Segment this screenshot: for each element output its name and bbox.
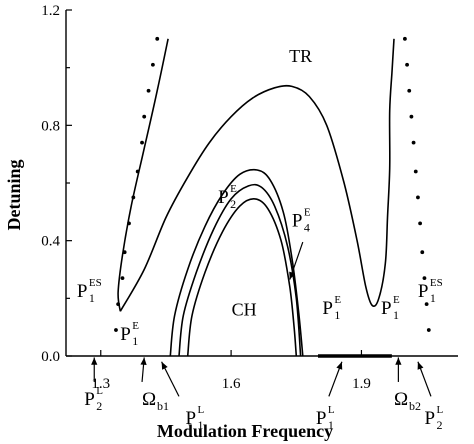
y-tick-label: 1.2	[41, 3, 60, 19]
y-tick-label: 0.8	[41, 118, 60, 134]
annotation-superscript: E	[132, 320, 139, 332]
right-dots-point	[418, 221, 423, 226]
annotation-subscript: 1	[430, 291, 436, 305]
annotation-subscript: 1	[197, 418, 203, 432]
annotation-superscript: L	[197, 404, 204, 416]
y-tick-label: 0.0	[41, 349, 60, 365]
annotation-subscript: 2	[96, 399, 102, 413]
x-axis-title: Modulation Frequency	[157, 421, 333, 441]
curve-p4e	[178, 183, 302, 357]
annotation-subscript: 1	[328, 418, 334, 432]
arrow-omega-b2-head	[395, 357, 402, 365]
annotation-p1e-mid: P1 E	[322, 294, 341, 322]
annotation-subscript: 1	[393, 308, 399, 322]
annotation-omega-b1: Ωb1	[142, 389, 169, 413]
annotation-p1l-left: P1 L	[185, 404, 204, 432]
annotation-main: P	[185, 408, 196, 429]
left-dots-point	[131, 195, 136, 200]
annotation-main: P	[77, 281, 88, 302]
x-tick-label: 1.9	[352, 376, 371, 392]
annotation-subscript: 4	[304, 220, 310, 234]
annotation-subscript: 1	[89, 291, 95, 305]
curve-left-boundary	[117, 38, 169, 312]
curve-tr-dome	[119, 38, 395, 312]
annotation-main: P	[316, 408, 327, 429]
annotation-main: Ω	[394, 389, 408, 410]
annotation-superscript: E	[304, 206, 311, 218]
left-dots-point	[140, 140, 144, 145]
annotation-superscript: L	[436, 404, 443, 416]
left-dots-point	[135, 169, 140, 174]
right-dots-point	[402, 36, 407, 41]
annotation-superscript: ES	[89, 277, 102, 289]
annotation-superscript: E	[393, 294, 400, 306]
left-dots-point	[122, 250, 127, 255]
annotation-main: P	[120, 324, 131, 345]
annotation-main: P	[424, 408, 435, 429]
annotation-p1l-right: P1 L	[316, 404, 335, 432]
left-dots-point	[116, 302, 121, 306]
right-dots-point	[426, 328, 431, 332]
right-dots-point	[407, 88, 412, 93]
annotation-main: Ω	[142, 389, 156, 410]
right-dots-point	[413, 169, 418, 174]
right-dots-point	[405, 62, 409, 67]
annotation-main: P	[292, 210, 303, 231]
annotation-subscript: b1	[157, 399, 169, 413]
annotation-main: P	[418, 281, 429, 302]
annotation-subscript: 2	[230, 197, 236, 211]
annotation-superscript: E	[230, 183, 237, 195]
annotation-p2l-right: P2 L	[424, 404, 443, 432]
arrow-p2l-left-head	[91, 357, 98, 365]
annotation-subscript: 1	[132, 334, 138, 348]
annotation-p1e-right: P1 E	[381, 294, 400, 322]
arrow-p1l-right-head	[336, 361, 343, 370]
left-dots-point	[114, 328, 118, 332]
annotation-p2e-label: P2 E	[218, 183, 237, 211]
annotation-p1es-left: P1 ES	[77, 277, 102, 305]
arrow-p2l-right-head	[417, 361, 424, 370]
annotation-main: P	[84, 389, 95, 410]
region-label-ch: CH	[232, 300, 257, 320]
region-label-tr: TR	[289, 46, 312, 66]
annotation-subscript: 2	[436, 418, 442, 432]
annotation-subscript: b2	[409, 399, 421, 413]
left-dots-point	[120, 276, 125, 281]
annotation-superscript: E	[334, 294, 341, 306]
curve-p2e	[169, 168, 304, 357]
annotation-subscript: 1	[334, 308, 340, 322]
left-dots-point	[150, 62, 155, 67]
annotation-superscript: L	[96, 385, 103, 397]
left-dots-point	[142, 114, 147, 119]
x-tick-label: 1.6	[222, 376, 241, 392]
y-tick-label: 0.4	[41, 234, 60, 250]
right-dots-point	[411, 140, 416, 145]
plot-area: 0.00.40.81.21.3 1.6 1.9TRCHP1ESP1EP2EP4EP1…	[41, 3, 458, 432]
annotation-omega-b2: Ωb2	[394, 389, 421, 413]
arrow-omega-b1-head	[140, 357, 147, 366]
annotation-main: P	[322, 298, 333, 319]
x-tick-label: 1.3	[91, 376, 110, 392]
right-dots-point	[420, 250, 425, 255]
right-dots-point	[422, 276, 427, 281]
annotation-main: P	[381, 298, 392, 319]
arrow-p1l-left-head	[161, 361, 168, 370]
right-dots-point	[424, 302, 429, 306]
annotation-superscript: ES	[430, 277, 443, 289]
annotation-p4e-label: P4 E	[292, 206, 311, 234]
right-dots-point	[416, 195, 420, 200]
left-dots-point	[146, 88, 151, 93]
right-dots-point	[409, 114, 414, 119]
arrow-p4e-head	[289, 271, 296, 280]
left-dots-point	[127, 221, 131, 226]
curve-inner	[186, 198, 298, 357]
left-dots-point	[155, 36, 160, 41]
annotation-p1e-left: P1 E	[120, 320, 139, 348]
annotation-main: P	[218, 187, 229, 208]
annotation-superscript: L	[328, 404, 335, 416]
y-axis-title: Detuning	[4, 159, 24, 230]
annotation-p1es-right: P1 ES	[418, 277, 443, 305]
annotation-p2l-left: P2 L	[84, 385, 103, 413]
